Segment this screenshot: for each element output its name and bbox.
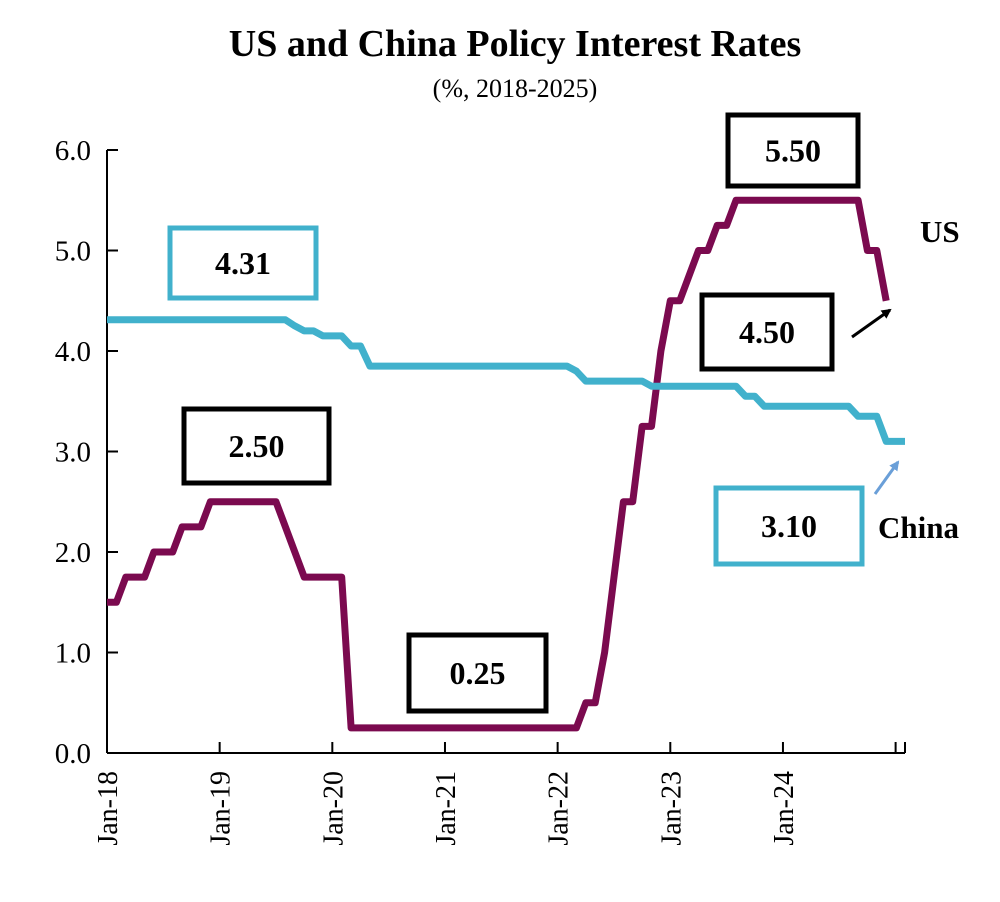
x-tick-label: Jan-20 [318, 771, 349, 846]
annotation-label: 4.50 [739, 314, 795, 350]
series-layer [107, 196, 905, 732]
y-axis: 0.0 1.0 2.0 3.0 4.0 5.0 6.0 [55, 135, 118, 770]
x-tick-label: Jan-21 [431, 771, 462, 846]
y-tick-label: 3.0 [55, 437, 91, 469]
series-line-china [107, 316, 905, 445]
series-line-us [107, 196, 890, 732]
annotation-layer: 4.31 2.50 0.25 5.50 4.50 3.10 [167, 112, 900, 714]
y-tick-label: 1.0 [55, 638, 91, 670]
annotation-box [167, 225, 319, 301]
y-tick-label: 2.0 [55, 537, 91, 569]
legend-china: China [878, 510, 959, 545]
y-tick-label: 6.0 [55, 135, 91, 167]
annotation-label: 2.50 [229, 428, 285, 464]
x-tick-label: Jan-18 [93, 771, 124, 846]
annotation-box [699, 292, 835, 372]
annotation-box [713, 485, 865, 567]
annotation-label: 0.25 [450, 655, 506, 691]
y-tick-label: 5.0 [55, 236, 91, 268]
x-axis: Jan-18 Jan-19 Jan-20 Jan-21 Jan-22 Jan-23 Jan-… [93, 742, 906, 846]
chart-title: US and China Policy Interest Rates [229, 23, 802, 65]
annotation-box [406, 632, 549, 714]
x-tick-label: Jan-24 [769, 771, 800, 846]
y-tick-label: 0.0 [55, 738, 91, 770]
legend-layer: US China [878, 214, 960, 545]
annotation-label: 4.31 [215, 245, 271, 281]
x-tick-label: Jan-22 [544, 771, 575, 846]
annotation-label: 5.50 [765, 133, 821, 169]
annotation-box [181, 406, 332, 486]
annotation-box [725, 112, 861, 189]
arrow-china-3.10 [873, 460, 900, 495]
x-tick-label: Jan-23 [656, 771, 687, 846]
chart-subtitle: (%, 2018-2025) [433, 74, 598, 103]
x-tick-label: Jan-19 [206, 771, 237, 846]
legend-us: US [920, 214, 960, 249]
y-tick-label: 4.0 [55, 336, 91, 368]
annotation-label: 3.10 [761, 508, 817, 544]
arrow-us-4.50 [851, 308, 892, 339]
